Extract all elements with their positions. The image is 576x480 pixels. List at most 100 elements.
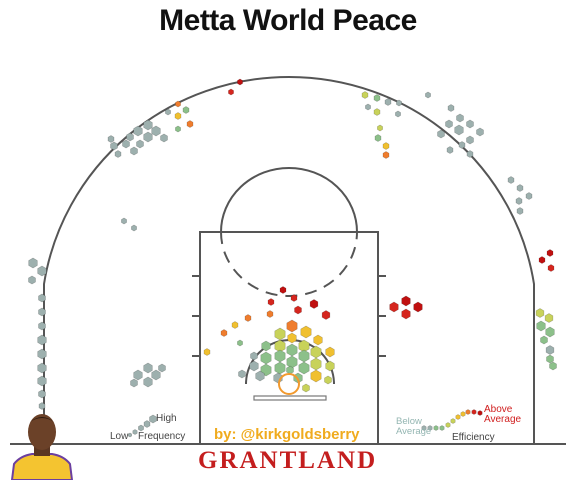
shot-hexagon [133, 125, 143, 137]
shot-hexagon [476, 127, 484, 137]
shot-hexagon [294, 305, 302, 315]
shot-hexagon [286, 365, 294, 375]
free-throw-circle-top [220, 167, 358, 233]
shot-hexagon [28, 275, 36, 285]
shot-hexagon [298, 361, 310, 375]
author-byline: by: @kirkgoldsberry [214, 426, 360, 443]
shot-hexagon [549, 361, 557, 371]
shot-hexagon [131, 224, 137, 232]
shot-hexagon [228, 88, 234, 96]
shot-hexagon [507, 176, 515, 184]
frequency-legend-hexagon [128, 432, 132, 438]
shot-hexagon [133, 369, 143, 381]
shot-hexagon [425, 91, 431, 99]
shot-hexagon [38, 389, 46, 399]
shot-hexagon [361, 91, 369, 99]
shot-hexagon [437, 129, 445, 139]
shot-hexagon [175, 100, 181, 108]
shot-hexagon [238, 369, 246, 379]
shot-hexagon [121, 217, 127, 225]
efficiency-legend [421, 409, 483, 431]
shot-hexagon [286, 343, 298, 357]
shot-hexagon [290, 294, 298, 302]
shot-hexagon [373, 108, 381, 116]
shot-hexagon [182, 106, 190, 114]
frequency-legend-hexagon [149, 414, 157, 424]
shot-hexagon [130, 378, 138, 388]
efficiency-legend-hexagon [421, 425, 427, 431]
shot-hexagon [525, 192, 533, 200]
efficiency-legend-hexagon [455, 414, 461, 420]
shot-hexagon [310, 345, 322, 359]
shot-hexagon [130, 146, 138, 156]
shot-hexagon [466, 150, 474, 158]
legend-frequency-high: High [156, 413, 177, 424]
shot-hexagon [456, 113, 464, 123]
hoop [278, 373, 300, 395]
efficiency-legend-hexagon [477, 410, 483, 416]
shot-hexagon [110, 141, 118, 151]
shot-hexagon [325, 346, 335, 358]
shot-hexagon [279, 286, 287, 294]
efficiency-legend-hexagon [445, 422, 451, 428]
shot-hexagon [538, 256, 546, 264]
shot-hexagon [37, 362, 47, 374]
shot-hexagon [401, 295, 411, 307]
shot-hexagon [516, 207, 524, 215]
shot-hexagon [286, 355, 298, 369]
shot-hexagon [122, 139, 130, 149]
shot-hexagon [126, 132, 134, 142]
shot-hexagon [250, 351, 258, 361]
shot-hexagon [38, 402, 46, 410]
shot-hexagon [458, 141, 466, 149]
shot-hexagon [261, 340, 271, 352]
shot-hexagon [544, 313, 554, 323]
shot-hexagon [546, 354, 554, 364]
shot-hexagon [446, 146, 454, 154]
shot-hexagon [321, 310, 331, 320]
shot-hexagon [175, 125, 181, 133]
shot-hexagon [237, 78, 243, 86]
legend-frequency-label: Frequency [138, 431, 186, 442]
shot-hexagon [114, 150, 122, 158]
shot-hexagon [38, 293, 46, 303]
frequency-legend [128, 414, 157, 438]
shot-hexagon [286, 319, 298, 333]
shot-hexagon [203, 348, 211, 356]
shot-hexagon [384, 98, 392, 106]
shot-hexagon [382, 151, 390, 159]
shot-hexagon [38, 321, 46, 331]
shot-hexagon [382, 142, 390, 150]
shot-hexagon [143, 376, 153, 388]
frequency-legend-hexagon [132, 429, 138, 435]
paint [199, 231, 379, 445]
shot-hexagon [37, 348, 47, 360]
shot-hexagon [413, 301, 423, 313]
shot-hexagon [540, 335, 548, 345]
shot-hexagon [536, 320, 546, 332]
grantland-logo: GRANTLAND [198, 447, 378, 474]
shot-hexagon [310, 369, 322, 383]
shot-hexagon [107, 135, 115, 143]
legend-frequency-low: Low [110, 431, 129, 442]
shot-hexagon [298, 339, 310, 353]
shot-hexagon [28, 257, 38, 269]
shot-hexagon [143, 131, 153, 143]
shot-hexagon [274, 349, 286, 363]
shot-hexagon [535, 308, 545, 318]
shot-hexagon [447, 104, 455, 112]
shot-hexagon [377, 124, 383, 132]
efficiency-legend-hexagon [427, 425, 433, 431]
shot-hexagon [260, 351, 272, 365]
shot-hexagon [38, 307, 46, 317]
shot-hexagon [266, 310, 274, 318]
shot-hexagon [37, 265, 47, 277]
efficiency-legend-hexagon [460, 411, 466, 417]
efficiency-legend-hexagon [465, 409, 471, 415]
shot-hexagon [545, 345, 555, 355]
shot-hexagon [454, 124, 464, 136]
shot-hexagon [516, 184, 524, 192]
shot-hexagon [546, 249, 554, 257]
efficiency-legend-hexagon [433, 425, 439, 431]
